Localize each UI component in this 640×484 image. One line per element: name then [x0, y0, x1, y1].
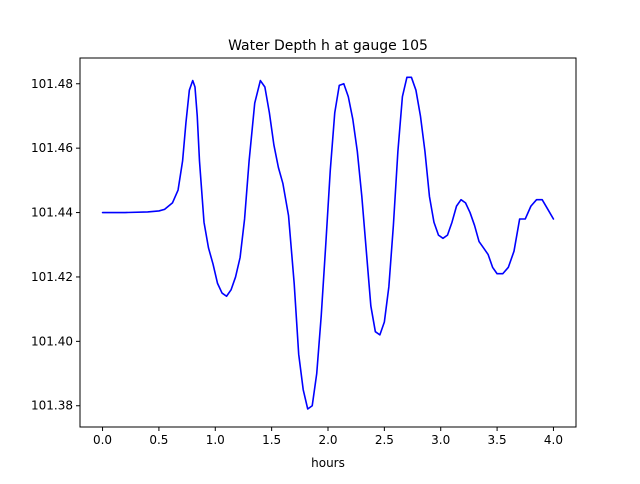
y-axis-ticks: 101.38 101.40 101.42 101.44 101.46 101.48	[31, 77, 80, 413]
y-tick-label: 101.40	[31, 334, 73, 348]
x-tick-label: 1.0	[206, 433, 225, 447]
x-axis-ticks: 0.0 0.5 1.0 1.5 2.0 2.5 3.0 3.5 4.0	[93, 427, 563, 447]
x-tick-label: 3.0	[431, 433, 450, 447]
x-tick-label: 0.0	[93, 433, 112, 447]
x-tick-label: 3.5	[488, 433, 507, 447]
x-tick-label: 4.0	[544, 433, 563, 447]
chart-title: Water Depth h at gauge 105	[228, 38, 428, 54]
x-tick-label: 1.5	[262, 433, 281, 447]
y-tick-label: 101.38	[31, 399, 73, 413]
x-tick-label: 2.5	[375, 433, 394, 447]
y-tick-label: 101.42	[31, 270, 73, 284]
y-tick-label: 101.44	[31, 206, 73, 220]
series-line-0	[101, 76, 555, 410]
x-axis-label: hours	[311, 456, 345, 470]
y-tick-label: 101.46	[31, 141, 73, 155]
plot-series-group	[101, 76, 555, 410]
x-tick-label: 0.5	[149, 433, 168, 447]
y-tick-label: 101.48	[31, 77, 73, 91]
x-tick-label: 2.0	[318, 433, 337, 447]
